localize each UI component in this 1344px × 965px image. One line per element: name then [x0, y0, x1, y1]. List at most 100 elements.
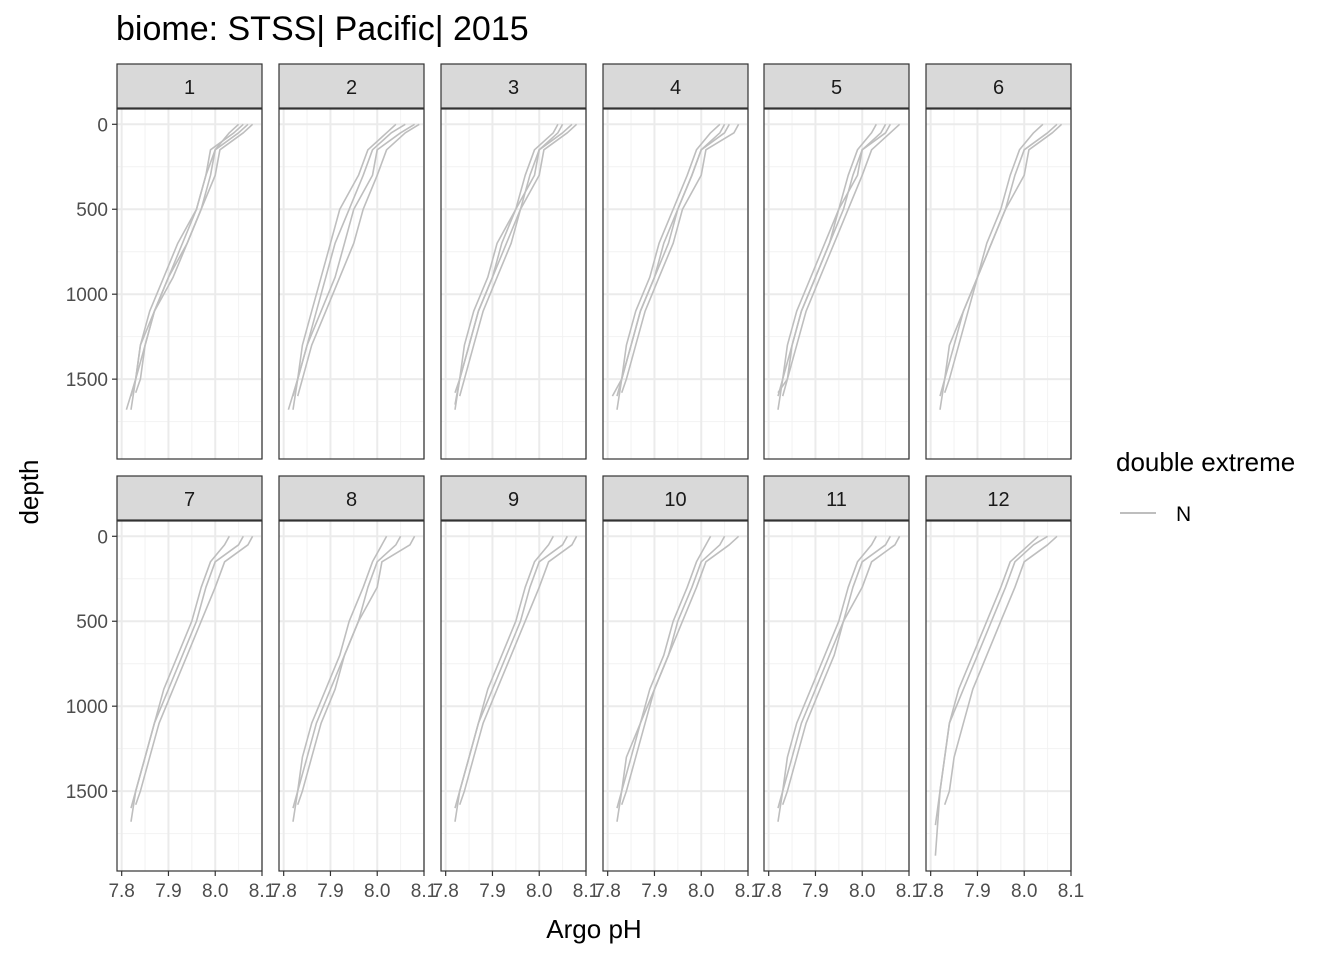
facet-panel: 8 7.8 7.9 8.0 8.1 [270, 475, 437, 902]
x-tick-label: 8.0 [688, 881, 714, 902]
y-axis-title: depth [14, 459, 44, 524]
facet-strip [440, 63, 587, 109]
facet-panel: 10 7.8 7.9 8.0 8.1 [594, 475, 761, 902]
profile-line [458, 535, 578, 805]
x-tick-label: 8.1 [735, 881, 761, 902]
profile-line [781, 123, 901, 397]
x-tick-label: 7.9 [802, 881, 828, 902]
profile-line [620, 123, 740, 393]
facet-panel: 3 [440, 63, 587, 460]
profile-line [620, 535, 740, 805]
profile-line [292, 123, 397, 397]
panel-background [764, 109, 909, 459]
profile-line [292, 535, 388, 809]
facet-strip-label: 3 [508, 77, 519, 99]
panel-background [603, 109, 748, 459]
x-tick-label: 8.1 [249, 881, 275, 902]
facet-strip-label: 12 [987, 489, 1009, 511]
facet-strip [925, 475, 1072, 521]
profile-line [454, 123, 564, 405]
profile-line [616, 535, 712, 809]
panel-border [278, 520, 425, 872]
facet-panel: 6 [925, 63, 1072, 460]
facet-strip-label: 6 [993, 77, 1004, 99]
facet-strip-label: 8 [346, 489, 357, 511]
y-tick-label: 500 [76, 200, 108, 221]
facet-panel: 4 [602, 63, 749, 460]
profile-line [777, 535, 878, 809]
facet-strip-label: 1 [184, 77, 195, 99]
x-tick-label: 7.8 [755, 881, 781, 902]
panel-border [116, 520, 263, 872]
facet-panel: 1 0 500 1000 1500 [66, 63, 263, 460]
legend-label: N [1176, 503, 1191, 526]
profile-line [943, 535, 1058, 805]
x-tick-label: 7.8 [270, 881, 296, 902]
profile-line [134, 123, 254, 393]
profile-line [296, 123, 420, 397]
x-tick-label: 8.0 [202, 881, 228, 902]
panel-border [763, 520, 910, 872]
facet-strip [602, 63, 749, 109]
chart-title: biome: STSS| Pacific| 2015 [116, 10, 529, 48]
x-tick-label: 7.9 [641, 881, 667, 902]
panel-background [764, 521, 909, 871]
profile-line [777, 123, 892, 394]
facet-strip-label: 2 [346, 77, 357, 99]
facet-panel: 9 7.8 7.9 8.0 8.1 [432, 475, 599, 902]
profile-line [134, 535, 254, 805]
profile-line [287, 123, 406, 410]
profile-line [781, 535, 901, 805]
facet-strip [763, 475, 910, 521]
y-tick-label: 1000 [66, 697, 108, 718]
profile-line [939, 123, 1044, 397]
panel-background [603, 521, 748, 871]
profile-line [616, 123, 726, 397]
panel-background [279, 109, 424, 459]
x-tick-label: 7.8 [432, 881, 458, 902]
facet-strip-label: 4 [670, 77, 681, 99]
profile-line [296, 535, 416, 805]
x-tick-label: 8.0 [1011, 881, 1037, 902]
profile-line [125, 123, 244, 410]
x-tick-label: 8.1 [573, 881, 599, 902]
panel-border [116, 108, 263, 460]
x-tick-label: 8.0 [849, 881, 875, 902]
panel-background [279, 521, 424, 871]
profile-line [943, 123, 1063, 393]
profile-line [934, 535, 1039, 826]
facet-panel: 2 [278, 63, 425, 460]
panel-background [926, 521, 1071, 871]
x-tick-label: 7.8 [108, 881, 134, 902]
facet-panel: 5 [763, 63, 910, 460]
legend: double extreme N [1116, 447, 1295, 526]
y-tick-label: 1500 [66, 370, 108, 391]
facet-strip-label: 10 [664, 489, 686, 511]
x-tick-label: 8.1 [896, 881, 922, 902]
facet-strip-label: 7 [184, 489, 195, 511]
legend-title: double extreme [1116, 447, 1295, 477]
panel-border [440, 108, 587, 460]
panel-background [926, 109, 1071, 459]
facet-strip-label: 9 [508, 489, 519, 511]
panel-border [925, 108, 1072, 460]
y-tick-label: 500 [76, 612, 108, 633]
panel-border [278, 108, 425, 460]
profile-line [454, 535, 555, 809]
facet-strip [278, 63, 425, 109]
x-tick-label: 7.9 [155, 881, 181, 902]
y-tick-label: 1000 [66, 285, 108, 306]
x-axis-title: Argo pH [546, 914, 641, 944]
panel-background [117, 109, 262, 459]
profile-line [454, 123, 559, 393]
facet-strip [278, 475, 425, 521]
facet-strip [116, 63, 263, 109]
panel-background [441, 521, 586, 871]
panel-border [763, 108, 910, 460]
x-tick-label: 8.1 [1058, 881, 1084, 902]
facet-panel: 12 7.8 7.9 8.0 8.1 [917, 475, 1084, 902]
panel-border [440, 520, 587, 872]
profile-line [458, 123, 578, 397]
x-tick-label: 7.9 [317, 881, 343, 902]
